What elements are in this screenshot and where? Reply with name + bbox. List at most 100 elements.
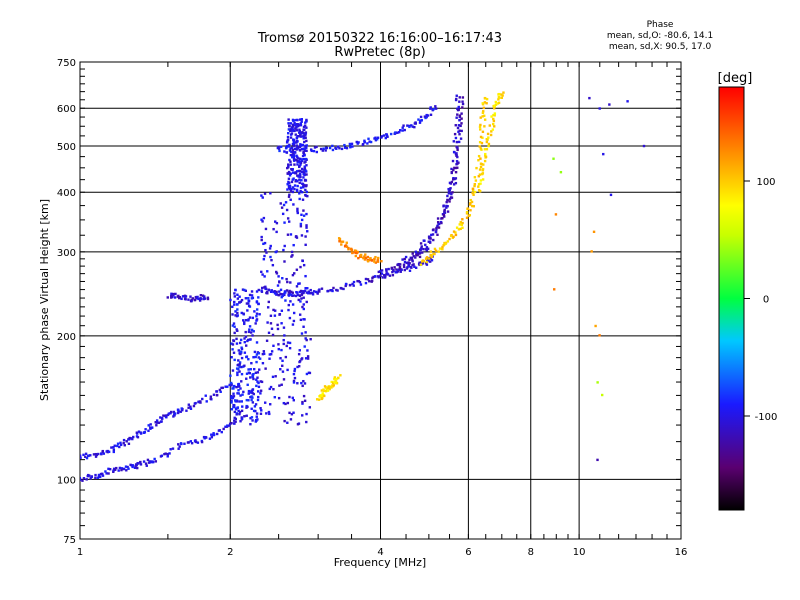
echo-point <box>82 453 85 457</box>
echo-point <box>387 267 390 271</box>
echo-point <box>283 293 286 297</box>
echo-point <box>229 374 232 377</box>
echo-point <box>255 360 258 364</box>
echo-point <box>190 442 194 445</box>
echo-point <box>299 122 302 125</box>
echo-point <box>354 254 358 258</box>
echo-point <box>240 356 244 360</box>
echo-point <box>291 154 294 157</box>
echo-point <box>471 187 475 191</box>
echo-point <box>287 180 290 184</box>
echo-point <box>289 160 292 163</box>
echo-point <box>349 143 352 146</box>
echo-point <box>425 260 428 264</box>
echo-point <box>341 240 345 243</box>
echo-point <box>337 376 340 380</box>
echo-point <box>179 410 182 413</box>
echo-point <box>469 202 472 205</box>
echo-point <box>305 372 309 376</box>
echo-point <box>419 115 423 119</box>
echo-point <box>294 171 297 174</box>
echo-point <box>498 92 501 96</box>
echo-point <box>255 308 259 311</box>
echo-point <box>322 147 325 150</box>
echo-point <box>268 247 272 250</box>
echo-point <box>275 270 278 274</box>
echo-point <box>183 442 186 445</box>
echo-point <box>199 297 203 301</box>
echo-point <box>451 191 454 194</box>
echo-point <box>287 308 290 312</box>
echo-point <box>305 224 308 227</box>
echo-point <box>302 137 305 140</box>
echo-point <box>302 209 305 212</box>
echo-point <box>298 130 302 133</box>
echo-point <box>254 403 258 406</box>
echo-point <box>287 166 290 169</box>
echo-point <box>291 396 294 400</box>
echo-point <box>170 292 173 296</box>
x-tick-label: 4 <box>377 547 383 558</box>
echo-point <box>283 244 286 248</box>
echo-point <box>302 325 305 328</box>
echo-point <box>477 159 480 162</box>
x-axis-label: Frequency [MHz] <box>334 556 426 569</box>
echo-point <box>97 475 101 478</box>
echo-point <box>250 290 254 293</box>
echo-point <box>433 247 437 251</box>
echo-point <box>448 237 451 241</box>
echo-point <box>198 299 202 302</box>
echo-point <box>446 199 449 202</box>
echo-point <box>347 246 350 250</box>
echo-point <box>442 204 445 207</box>
echo-point <box>282 342 285 346</box>
echo-point <box>212 433 216 436</box>
echo-point <box>230 381 233 385</box>
echo-point <box>286 233 290 236</box>
echo-point <box>293 376 297 380</box>
echo-point <box>300 358 303 361</box>
echo-point <box>306 355 310 358</box>
echo-point <box>233 358 236 362</box>
echo-point <box>338 237 342 241</box>
echo-point <box>334 380 337 383</box>
echo-point <box>443 211 446 214</box>
echo-point <box>233 422 236 425</box>
echo-point <box>230 421 233 425</box>
echo-point <box>289 122 293 125</box>
echo-point <box>299 175 302 179</box>
echo-point <box>300 234 304 237</box>
echo-point <box>302 150 305 154</box>
echo-point <box>405 261 409 265</box>
echo-point <box>236 311 239 315</box>
echo-point <box>422 247 425 251</box>
echo-point <box>350 248 353 251</box>
echo-point <box>487 142 491 146</box>
echo-point <box>288 316 292 320</box>
echo-point <box>453 177 456 181</box>
echo-point <box>272 227 275 231</box>
echo-point <box>457 140 461 144</box>
echo-point <box>290 132 294 135</box>
echo-point <box>172 293 175 297</box>
echo-point <box>123 444 126 447</box>
echo-point <box>232 351 236 354</box>
echo-point <box>289 198 292 201</box>
colorbar <box>718 86 745 511</box>
echo-point <box>291 123 295 126</box>
echo-point <box>426 114 430 117</box>
echo-point <box>264 287 267 290</box>
echo-point <box>327 385 331 389</box>
echo-point <box>261 196 264 199</box>
echo-point <box>301 130 304 134</box>
echo-point <box>231 305 234 309</box>
echo-point <box>300 118 304 121</box>
echo-point <box>304 331 307 334</box>
echo-point <box>282 401 286 405</box>
echo-point <box>293 163 296 166</box>
echo-point <box>166 296 169 299</box>
echo-point <box>398 266 402 269</box>
echo-point <box>366 260 370 263</box>
echo-point <box>441 248 444 251</box>
echo-point <box>296 184 299 188</box>
